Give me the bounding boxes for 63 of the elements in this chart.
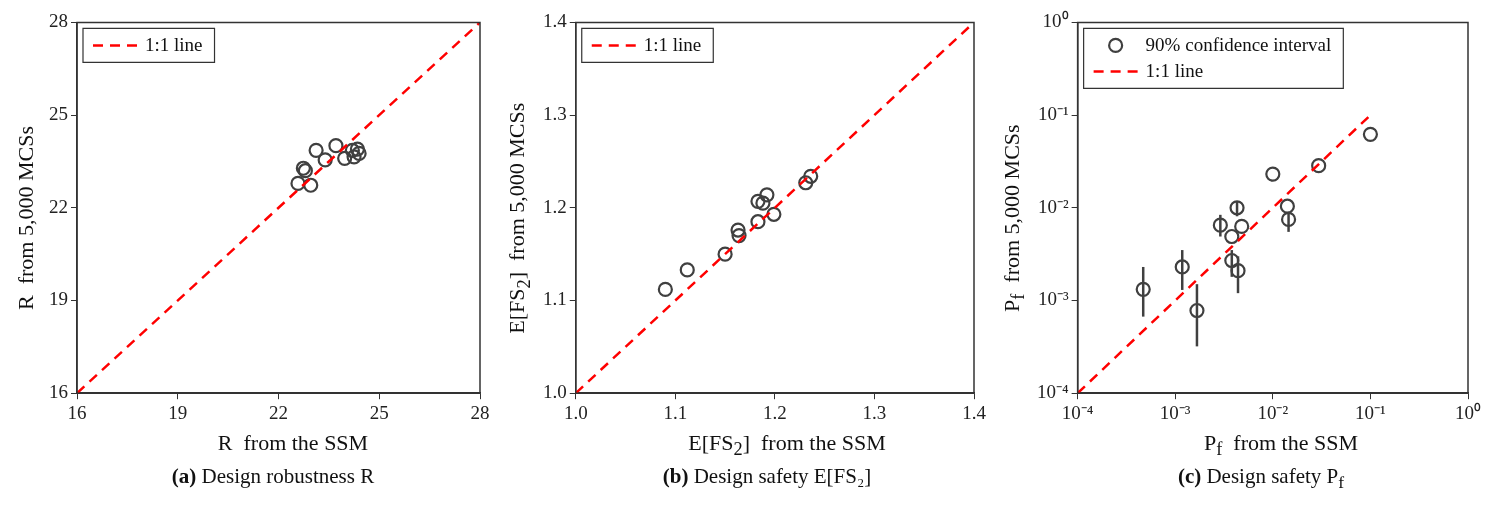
x-tick-label: 16	[67, 401, 87, 423]
point	[766, 206, 782, 222]
y-tick-label: 1.3	[543, 103, 567, 125]
y-tick-label: 19	[49, 288, 68, 310]
point	[351, 145, 367, 162]
x-tick-label: 19	[168, 401, 188, 423]
x-tick-label: 1.3	[862, 401, 887, 423]
x-tick-label: 1.0	[563, 401, 588, 423]
x-tick-label: 25	[369, 401, 389, 423]
point	[317, 152, 333, 168]
point	[798, 175, 814, 191]
x-tick-label: 10⁰	[1455, 401, 1481, 423]
legend-label: 1:1 line	[643, 34, 702, 56]
point	[755, 195, 771, 211]
point	[759, 187, 775, 203]
x-axis-title: R from the SSM	[216, 430, 370, 456]
x-tick-label: 28	[470, 401, 490, 423]
x-tick-label: 10⁻¹	[1355, 401, 1387, 423]
x-tick-label: 1.4	[962, 401, 987, 423]
point	[750, 214, 766, 230]
x-tick-label: 10⁻²	[1257, 401, 1289, 423]
legend-label: 1:1 line	[145, 34, 203, 56]
y-tick-label: 1.0	[543, 381, 567, 403]
point	[290, 175, 306, 191]
point	[337, 150, 353, 166]
text: (c) Design safety P$_{f}$	[1177, 464, 1345, 493]
legend-label: 1:1 line	[1145, 60, 1204, 82]
point	[344, 142, 360, 158]
y-tick-label: 1.1	[543, 288, 567, 310]
y-tick-label: 10⁻³	[1037, 288, 1069, 310]
point	[730, 222, 746, 238]
x-tick-label: 22	[269, 401, 288, 423]
x-tick-label: 10⁻⁴	[1061, 401, 1094, 423]
y-tick-label: 10⁻⁴	[1037, 381, 1069, 403]
x-axis-title: E[FS$_{2}$] from the SSM	[687, 430, 887, 461]
y-tick-label: 25	[49, 103, 68, 125]
y-tick-label: 10⁻¹	[1037, 103, 1069, 125]
point	[803, 168, 819, 184]
point	[346, 149, 362, 165]
y-tick-label: 10⁻²	[1037, 195, 1069, 217]
point	[328, 138, 344, 154]
y-tick-label: 1.2	[543, 195, 567, 217]
y-axis-title: R from 5,000 MCSs	[13, 126, 39, 310]
point	[679, 262, 695, 278]
x-axis-title: P$_{f}$ from the SSM	[1202, 430, 1359, 461]
point	[717, 246, 733, 262]
point	[731, 228, 747, 244]
point	[750, 193, 766, 209]
point	[349, 141, 366, 157]
y-tick-label: 28	[49, 10, 68, 32]
point	[303, 177, 319, 193]
text: (a) Design robustness R	[171, 464, 375, 488]
y-tick-label: 10⁰	[1042, 10, 1069, 32]
y-tick-label: 1.4	[543, 10, 568, 32]
y-tick-label: 22	[49, 195, 68, 217]
x-tick-label: 1.1	[663, 401, 688, 423]
x-tick-label: 1.2	[763, 401, 787, 423]
point	[657, 281, 673, 297]
y-tick-label: 16	[49, 381, 68, 403]
x-tick-label: 10⁻³	[1159, 401, 1191, 423]
point	[308, 142, 324, 158]
text: (b) Design safety E[FS₂]	[662, 464, 872, 488]
legend-label: 90% confidence interval	[1145, 34, 1332, 56]
